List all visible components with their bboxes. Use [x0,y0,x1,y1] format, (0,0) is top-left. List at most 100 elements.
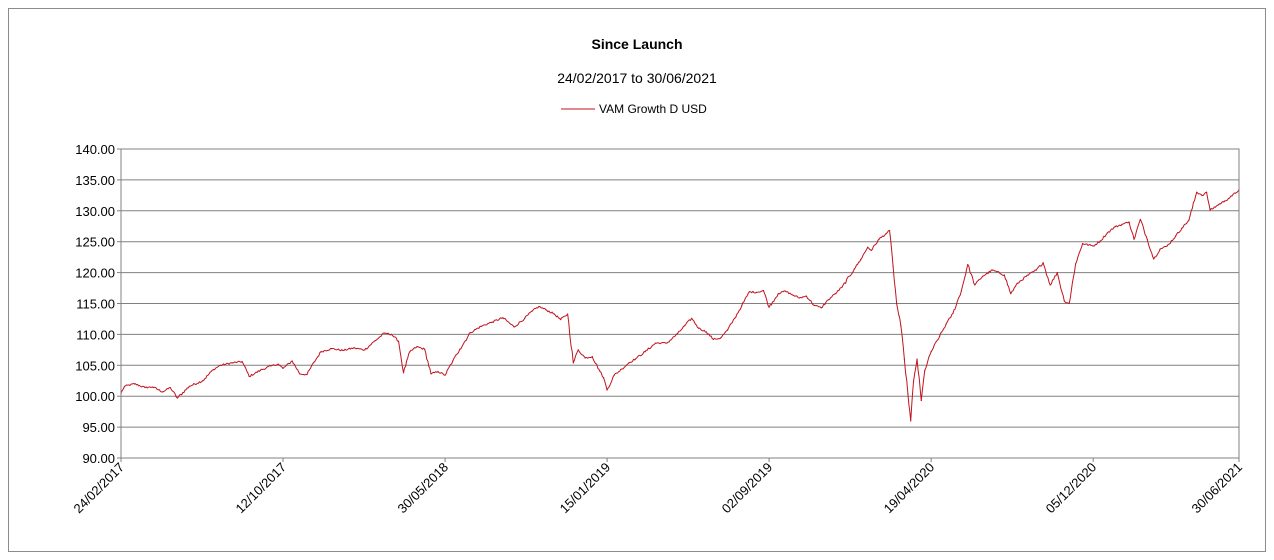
data-point [910,420,912,422]
data-point [924,369,926,371]
data-point [748,291,750,293]
data-point [755,291,758,293]
data-point [342,349,344,352]
data-point [259,369,262,371]
data-point [248,375,250,378]
data-point [1209,209,1211,211]
data-point [169,386,171,389]
data-point [691,317,693,319]
data-point [705,331,708,333]
x-tick-label: 05/12/2020 [1043,460,1100,517]
data-point [1010,293,1012,295]
data-point [841,286,843,288]
data-point [1017,282,1019,284]
data-point [277,363,279,365]
data-point [491,321,493,323]
data-point [655,342,657,344]
data-point [820,307,822,309]
y-tick-label: 105.00 [75,358,115,373]
data-point [402,372,405,374]
data-point [628,362,630,364]
data-point [313,361,315,363]
data-point [1056,272,1058,274]
series-layer [120,189,1240,422]
data-point [176,397,178,399]
x-tick-label: 24/02/2017 [70,460,127,517]
data-point [352,347,355,349]
data-point [437,370,439,373]
data-point [991,269,994,271]
data-point [613,374,615,376]
data-point [1188,219,1190,221]
data-point [952,312,954,314]
data-point [524,317,526,319]
data-point [188,385,190,387]
y-tick-label: 130.00 [75,204,115,219]
data-point [291,360,293,362]
data-point [459,348,461,350]
data-point [270,365,272,367]
x-tick-label: 30/05/2018 [395,460,452,517]
data-point [930,351,932,353]
data-point [903,358,905,360]
data-point [860,259,862,261]
data-point [123,385,126,387]
data-point [896,302,898,305]
data-point [805,295,808,297]
data-point [409,351,411,353]
gridlines [121,148,1239,459]
y-tick-label: 115.00 [76,297,115,312]
data-point [1114,226,1116,228]
data-point [1217,204,1220,206]
data-point [834,293,836,295]
data-point [1003,274,1006,276]
data-point [591,356,593,358]
data-point [133,383,135,385]
data-point [967,263,969,266]
data-point [383,332,386,334]
data-point [444,374,446,376]
data-point [698,327,700,329]
data-point [762,289,765,292]
y-tick-label: 140.00 [75,142,115,157]
data-point [144,386,146,389]
data-point [1196,191,1198,193]
data-point [424,348,426,350]
data-point [733,317,736,319]
data-point [606,389,608,391]
data-point [885,233,887,235]
data-point [853,268,855,270]
data-point [599,370,601,373]
data-point [1153,258,1155,260]
data-point [1068,302,1070,305]
data-point [981,275,984,277]
data-point [1166,245,1168,247]
data-point [306,373,308,376]
data-point [152,386,154,388]
data-point [231,362,233,364]
data-point [241,360,243,363]
data-point [1139,218,1141,221]
data-point [1224,200,1226,202]
chart-subtitle: 24/02/2017 to 30/06/2021 [557,70,717,86]
data-point [602,377,605,379]
data-point [577,349,579,351]
data-point [282,367,284,369]
data-point [1128,221,1130,223]
data-point [741,305,743,307]
data-point [1231,195,1233,197]
data-point [907,393,909,395]
data-point [202,380,204,382]
data-point [960,289,963,292]
data-point [635,357,637,360]
y-tick-label: 120.00 [75,266,115,281]
chart-frame [8,8,1266,552]
data-point [900,325,902,327]
data-point [299,373,301,375]
data-point [1049,284,1051,286]
data-point [1181,227,1183,229]
data-point [1035,269,1037,271]
data-point [1092,245,1094,247]
data-point [867,246,869,248]
